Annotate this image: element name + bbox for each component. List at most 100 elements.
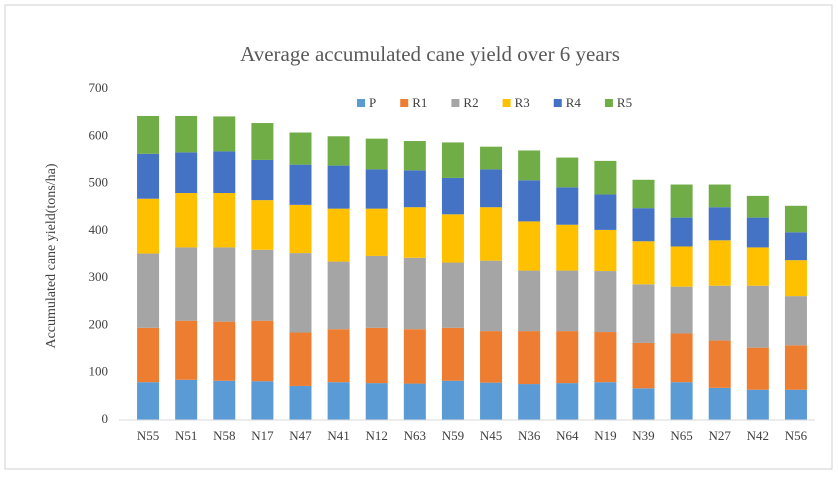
bar-segment: [441, 177, 464, 215]
x-tick-label: N12: [366, 428, 388, 443]
bar-segment: [708, 340, 731, 388]
bar-segment: [175, 379, 198, 420]
bar-segment: [137, 115, 160, 154]
bar-segment: [518, 150, 541, 181]
legend-swatch: [400, 99, 409, 107]
bar-segment: [251, 123, 274, 160]
bar-segment: [251, 381, 274, 420]
bar-segment: [289, 332, 312, 386]
bar-segment: [327, 136, 350, 166]
legend-label: R3: [515, 95, 530, 110]
bar-segment: [784, 205, 807, 233]
bar-segment: [137, 253, 160, 328]
bar-segment: [632, 241, 655, 285]
y-tick-label: 200: [89, 316, 109, 331]
x-tick-label: N17: [251, 428, 274, 443]
bar-segment: [784, 232, 807, 261]
bar-segment: [213, 321, 236, 381]
x-tick-label: N65: [670, 428, 692, 443]
bar-segment: [518, 384, 541, 420]
bar-segment: [784, 389, 807, 420]
bar-segment: [137, 198, 160, 254]
bar-segment: [327, 165, 350, 209]
bar-segment: [518, 221, 541, 271]
bar-segment: [403, 383, 426, 420]
bar-segment: [403, 257, 426, 330]
bar-segment: [518, 180, 541, 222]
bar-segment: [784, 296, 807, 346]
bar-segment: [632, 208, 655, 242]
bar-segment: [251, 200, 274, 250]
bar-segment: [746, 247, 769, 286]
bar-segment: [556, 224, 579, 271]
bar-segment: [213, 247, 236, 322]
bar-segment: [632, 388, 655, 420]
bar-segment: [632, 342, 655, 389]
legend-label: R5: [617, 95, 632, 110]
bar-segment: [289, 204, 312, 254]
bar-segment: [594, 229, 617, 272]
bar-segment: [213, 151, 236, 194]
bar-segment: [594, 382, 617, 420]
bar-segment: [746, 347, 769, 390]
bar-segment: [441, 214, 464, 263]
bar-segment: [213, 380, 236, 420]
bar-segment: [784, 345, 807, 390]
legend-label: R4: [566, 95, 582, 110]
bar-segment: [480, 382, 503, 420]
x-tick-label: N63: [404, 428, 426, 443]
x-tick-label: N47: [289, 428, 312, 443]
bar-segment: [480, 146, 503, 170]
bar-segment: [403, 170, 426, 208]
x-tick-label: N27: [709, 428, 732, 443]
legend-swatch: [451, 99, 460, 107]
bar-segment: [784, 260, 807, 297]
bar-segment: [327, 382, 350, 420]
bar-segment: [175, 115, 198, 153]
bar-segment: [251, 320, 274, 382]
bar-segment: [441, 327, 464, 381]
bar-segment: [708, 387, 731, 420]
y-tick-label: 300: [89, 269, 109, 284]
x-tick-label: N36: [518, 428, 541, 443]
x-tick-label: N19: [594, 428, 616, 443]
bar-segment: [518, 270, 541, 332]
bar-segment: [365, 138, 388, 170]
bar-segment: [594, 160, 617, 195]
bar-segment: [480, 260, 503, 332]
bar-segment: [480, 169, 503, 208]
bar-segment: [289, 253, 312, 333]
y-tick-label: 500: [89, 175, 109, 190]
legend-swatch: [604, 99, 613, 107]
y-tick-label: 400: [89, 222, 109, 237]
bar-segment: [746, 389, 769, 420]
legend-label: R1: [412, 95, 427, 110]
bar-segment: [556, 331, 579, 384]
bar-segment: [670, 246, 693, 287]
bar-segment: [327, 261, 350, 330]
x-tick-label: N45: [480, 428, 502, 443]
bar-segment: [137, 327, 160, 383]
bar-segment: [480, 207, 503, 261]
legend-swatch: [357, 99, 365, 107]
bar-segment: [365, 383, 388, 420]
y-tick-label: 600: [89, 127, 109, 142]
x-tick-label: N55: [137, 428, 159, 443]
x-tick-label: N42: [747, 428, 769, 443]
x-tick-label: N41: [327, 428, 349, 443]
bar-segment: [327, 329, 350, 383]
bar-segment: [441, 380, 464, 420]
bar-segment: [137, 382, 160, 420]
bar-segment: [175, 247, 198, 321]
bar-segment: [289, 164, 312, 205]
bar-segment: [632, 179, 655, 209]
bar-segment: [441, 262, 464, 328]
bar-segment: [556, 383, 579, 420]
bar-segment: [632, 284, 655, 343]
bar-segment: [556, 187, 579, 225]
bar-segment: [480, 331, 503, 383]
bar-segment: [746, 217, 769, 248]
bar-segment: [556, 157, 579, 188]
bar-segment: [365, 327, 388, 384]
bar-segment: [708, 240, 731, 286]
